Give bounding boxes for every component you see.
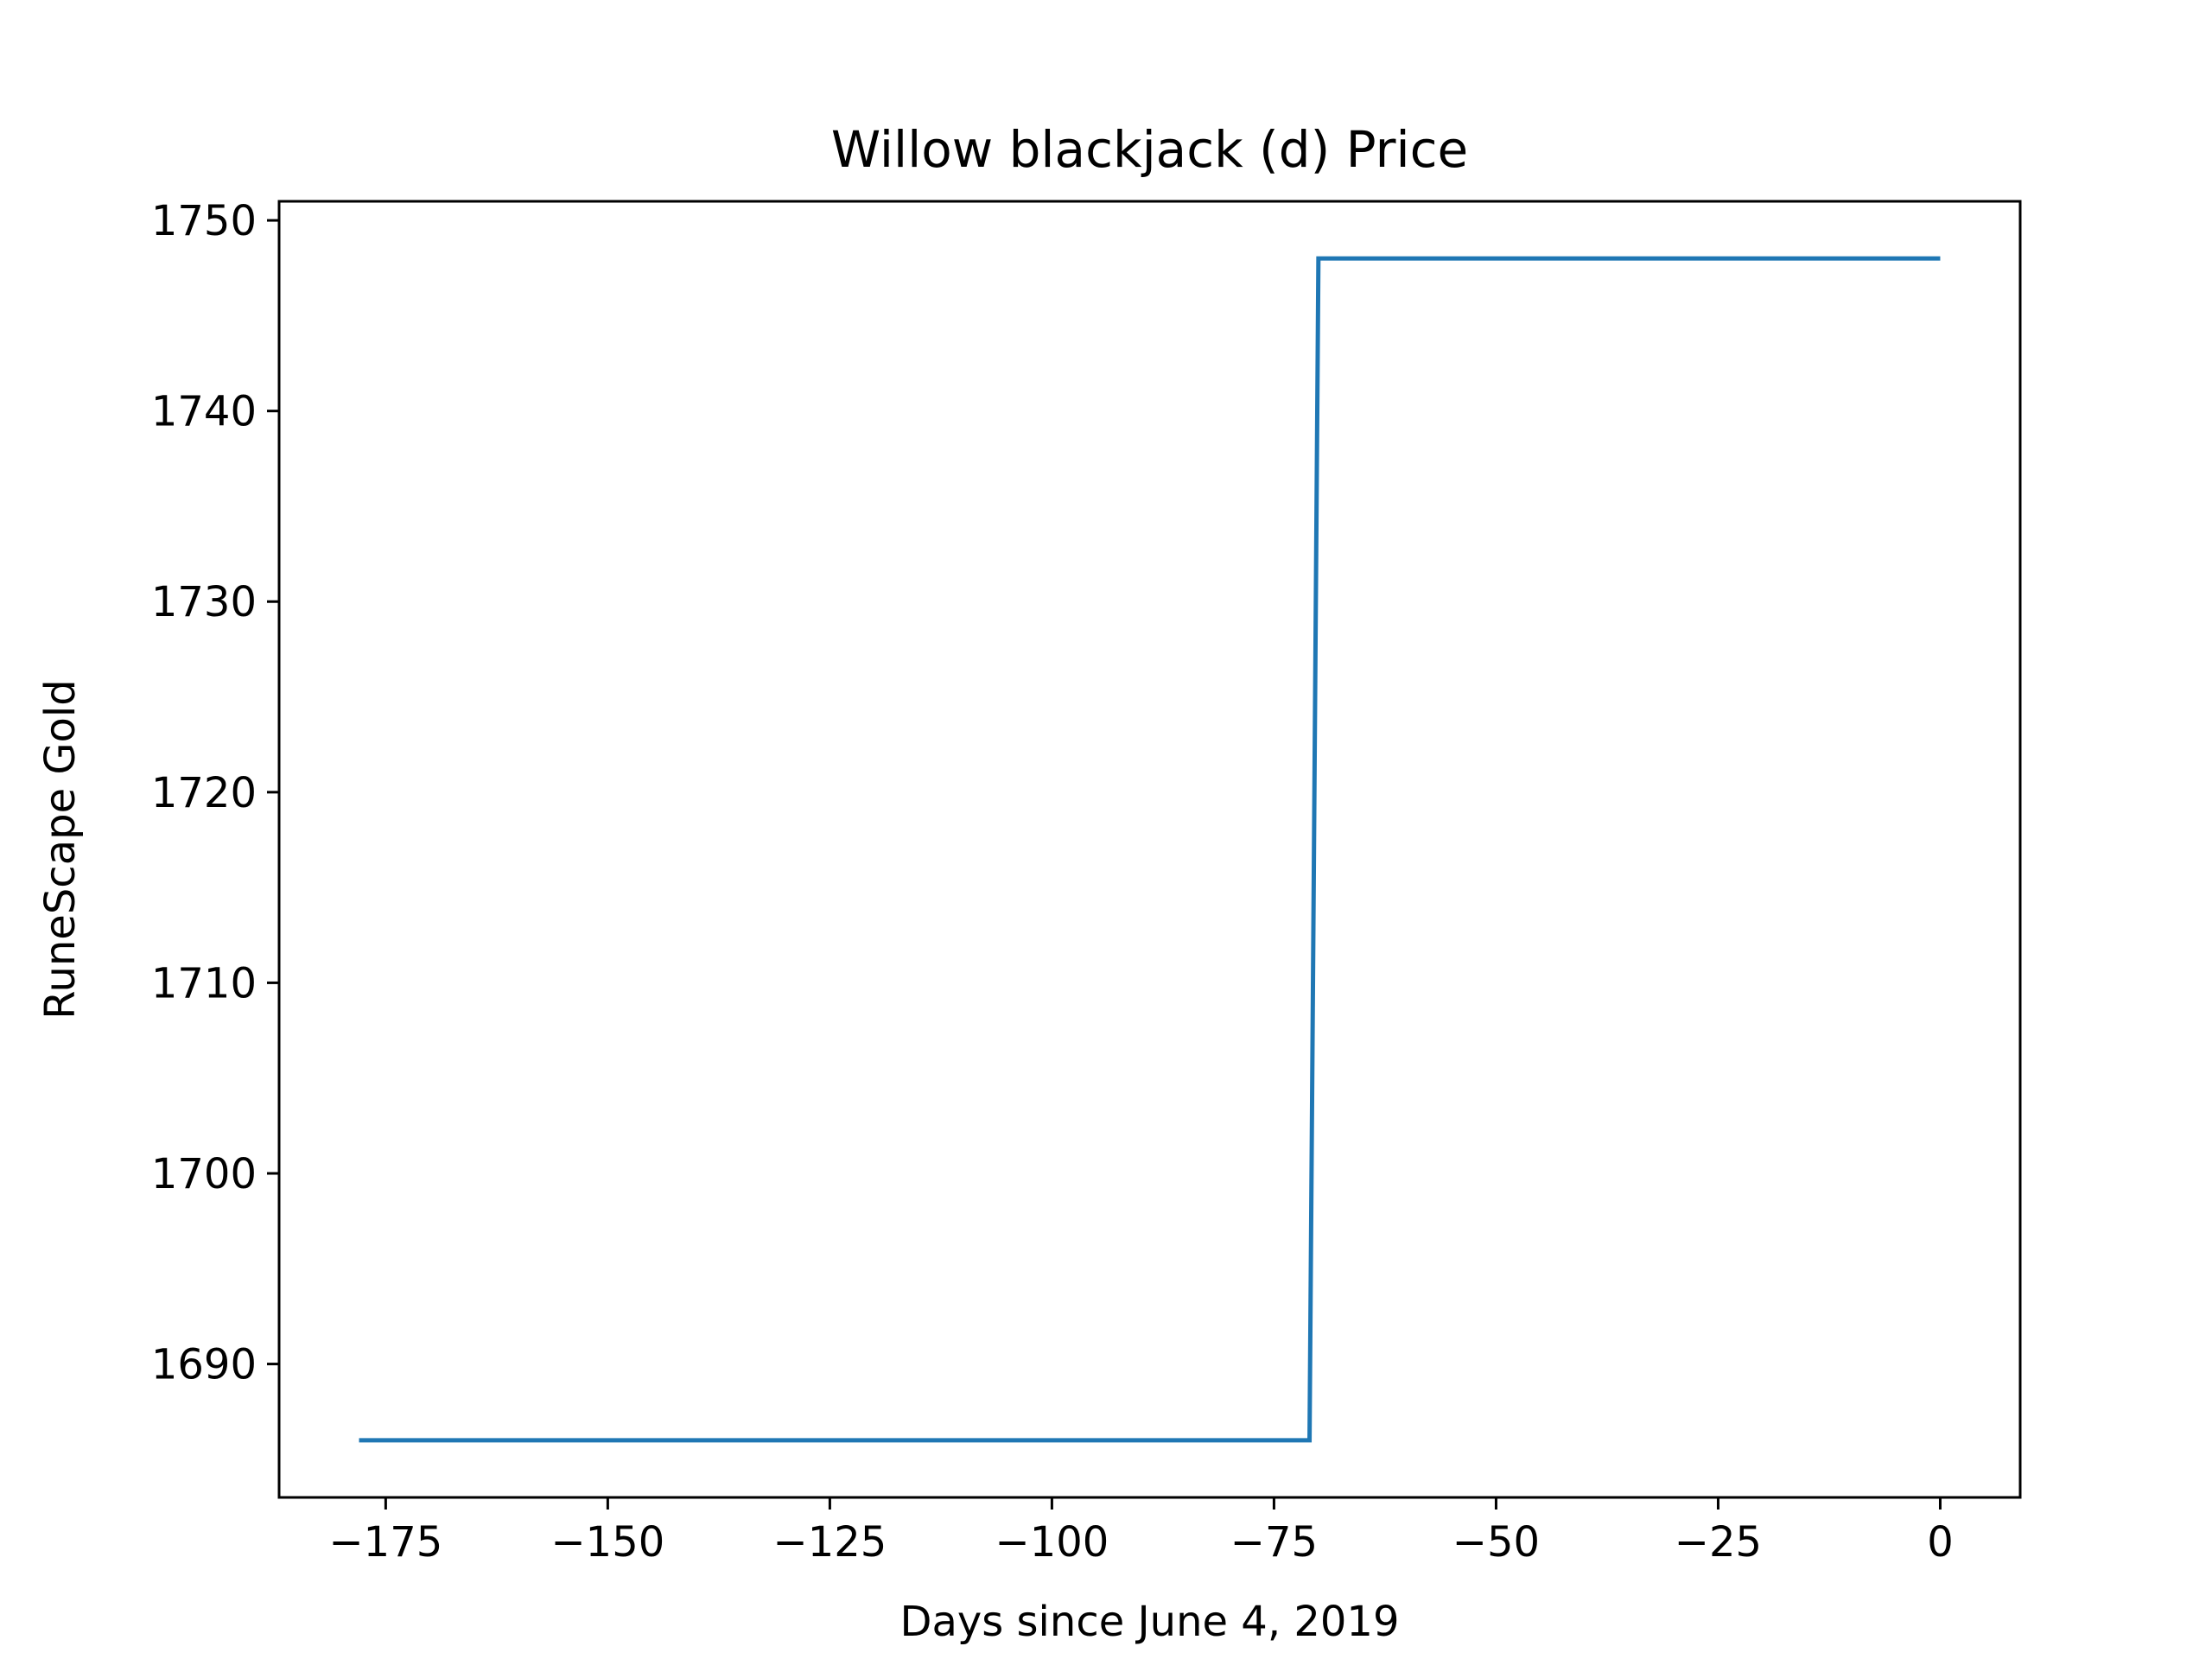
x-tick-label: −50 bbox=[1452, 1518, 1540, 1567]
y-tick-label: 1700 bbox=[151, 1150, 257, 1198]
x-tick-label: −125 bbox=[772, 1518, 887, 1567]
y-tick-label: 1720 bbox=[151, 769, 257, 817]
y-tick-label: 1750 bbox=[151, 197, 257, 245]
x-tick-label: −100 bbox=[995, 1518, 1109, 1567]
y-axis-ticks: 1690 1700 1710 1720 1730 1740 1750 bbox=[151, 197, 279, 1389]
price-series-line bbox=[359, 256, 1941, 1443]
y-tick-label: 1740 bbox=[151, 388, 257, 436]
x-tick-label: 0 bbox=[1927, 1518, 1954, 1567]
y-axis-title: RuneScape Gold bbox=[36, 679, 85, 1019]
x-tick-label: −175 bbox=[328, 1518, 442, 1567]
axes-frame bbox=[277, 200, 2022, 1499]
x-axis-title: Days since June 4, 2019 bbox=[900, 1598, 1400, 1646]
plot-area bbox=[359, 256, 1941, 1443]
x-tick-label: −150 bbox=[550, 1518, 664, 1567]
y-tick-label: 1710 bbox=[151, 959, 257, 1007]
chart-title: Willow blackjack (d) Price bbox=[831, 120, 1468, 179]
x-tick-label: −75 bbox=[1230, 1518, 1318, 1567]
x-tick-label: −25 bbox=[1675, 1518, 1762, 1567]
y-tick-label: 1730 bbox=[151, 578, 257, 626]
y-tick-label: 1690 bbox=[151, 1341, 257, 1389]
x-axis-ticks: −175 −150 −125 −100 −75 −50 −25 0 bbox=[328, 1497, 1954, 1567]
